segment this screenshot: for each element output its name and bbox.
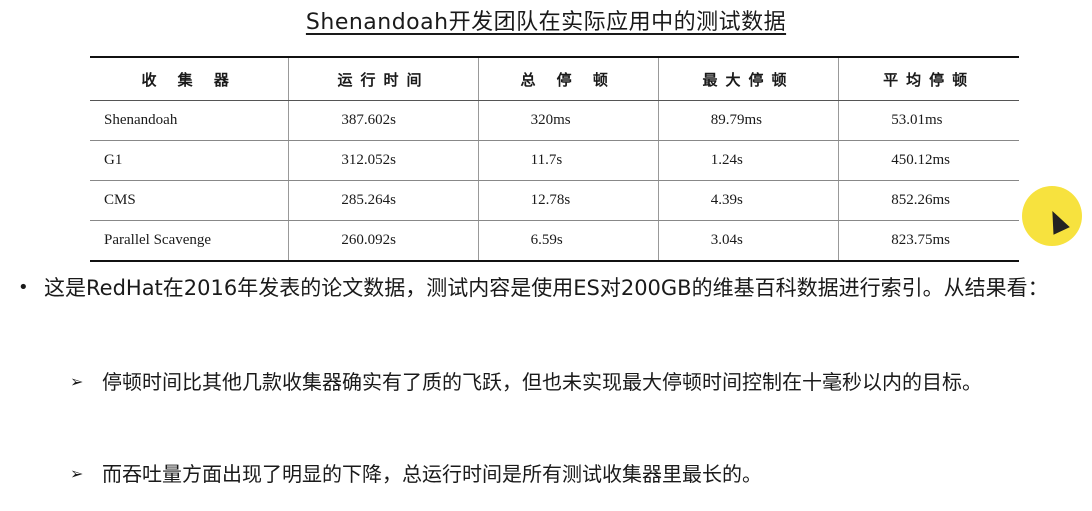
cell-max-pause: 1.24s [657, 140, 839, 181]
cell-avg-pause: 823.75ms [838, 220, 1019, 261]
cell-avg-pause: 852.26ms [838, 180, 1019, 221]
sub-point-text: 停顿时间比其他几款收集器确实有了质的飞跃，但也未实现最大停顿时间控制在十毫秒以内… [102, 370, 982, 394]
cell-collector: G1 [90, 140, 289, 181]
header-max-pause: 最大停顿 [657, 57, 839, 101]
cell-max-pause: 4.39s [657, 180, 839, 221]
cell-run-time: 260.092s [288, 220, 479, 261]
header-total-pause: 总 停 顿 [477, 57, 659, 101]
cell-max-pause: 89.79ms [657, 100, 839, 141]
cell-total-pause: 12.78s [477, 180, 659, 221]
cell-total-pause: 320ms [477, 100, 659, 141]
table-row: Shenandoah 387.602s 320ms 89.79ms 53.01m… [90, 100, 1019, 141]
arrow-bullet-icon: ➢ [70, 372, 84, 391]
table-row: G1 312.052s 11.7s 1.24s 450.12ms [90, 140, 1019, 181]
sub-point: ➢ 而吞吐量方面出现了明显的下降，总运行时间是所有测试收集器里最长的。 [70, 452, 1070, 496]
cell-max-pause: 3.04s [657, 220, 839, 261]
cell-avg-pause: 450.12ms [838, 140, 1019, 181]
document-title: Shenandoah开发团队在实际应用中的测试数据 [305, 10, 787, 35]
header-avg-pause: 平均停顿 [838, 57, 1019, 101]
gc-benchmark-table: 收 集 器 运行时间 总 停 顿 最大停顿 平均停顿 Shenandoah 38… [90, 56, 1019, 262]
cursor-highlight [1022, 186, 1082, 246]
cell-run-time: 312.052s [288, 140, 479, 181]
cell-collector: Shenandoah [90, 100, 289, 141]
cell-run-time: 387.602s [288, 100, 479, 141]
cell-collector: CMS [90, 180, 289, 221]
table-row: CMS 285.264s 12.78s 4.39s 852.26ms [90, 180, 1019, 221]
header-run-time: 运行时间 [288, 57, 479, 101]
cell-total-pause: 11.7s [477, 140, 659, 181]
sub-point: ➢ 停顿时间比其他几款收集器确实有了质的飞跃，但也未实现最大停顿时间控制在十毫秒… [70, 360, 1070, 404]
bullet-text: 这是RedHat在2016年发表的论文数据，测试内容是使用ES对200GB的维基… [44, 276, 1049, 300]
header-collector: 收 集 器 [90, 57, 289, 101]
bullet-point: • 这是RedHat在2016年发表的论文数据，测试内容是使用ES对200GB的… [18, 268, 1078, 308]
cell-run-time: 285.264s [288, 180, 479, 221]
sub-point-text: 而吞吐量方面出现了明显的下降，总运行时间是所有测试收集器里最长的。 [102, 462, 762, 486]
cell-collector: Parallel Scavenge [104, 232, 212, 248]
cell-total-pause: 6.59s [477, 220, 659, 261]
table-header-row: 收 集 器 运行时间 总 停 顿 最大停顿 平均停顿 [90, 57, 1019, 101]
cell-avg-pause: 53.01ms [838, 100, 1019, 141]
bullet-dot-icon: • [18, 277, 29, 298]
table-row: Parallel Scavenge 260.092s 6.59s 3.04s 8… [90, 220, 1019, 261]
arrow-bullet-icon: ➢ [70, 464, 84, 483]
